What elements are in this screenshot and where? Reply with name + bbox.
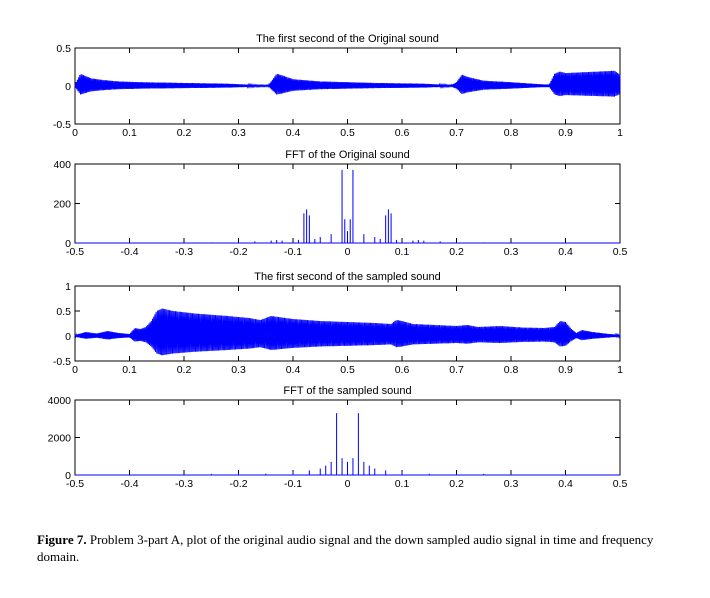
panel-3: The first second of the sampled sound 0 0.… [53, 271, 623, 376]
x-tick-label: -0.5 [66, 478, 84, 490]
panel-2: FFT of the Original sound -0.5 -0.4 -0.3 -0.… [53, 149, 627, 258]
x-tick-label: 0.9 [558, 127, 573, 139]
x-tick-label: 0.4 [286, 364, 301, 376]
x-tick-label: 0.1 [122, 127, 137, 139]
x-tick-label: 0.7 [449, 127, 464, 139]
x-tick-label: 1 [617, 364, 623, 376]
signal-trace [75, 413, 620, 476]
x-tick-label: 0.3 [504, 478, 519, 490]
x-tick-label: -0.2 [229, 246, 247, 258]
x-tick-label: -0.4 [120, 246, 138, 258]
x-tick-label: 0.3 [504, 246, 519, 258]
x-tick-label: -0.1 [284, 478, 302, 490]
x-tick-label: 0.8 [504, 127, 519, 139]
y-tick-label: 0 [65, 238, 71, 250]
signal-trace [74, 308, 621, 356]
x-tick-label: 0.3 [231, 364, 246, 376]
y-tick-label: 200 [53, 199, 71, 211]
panel-title: FFT of the sampled sound [283, 385, 411, 397]
panel-4: FFT of the sampled sound -0.5 -0.4 -0.3 -0.2… [48, 385, 628, 490]
x-tick-label: 0.6 [395, 127, 410, 139]
y-tick-label: -0.5 [53, 119, 71, 131]
y-tick-label: 400 [53, 159, 71, 171]
x-tick-label: 0.1 [395, 478, 410, 490]
y-tick-label: 0.5 [56, 43, 71, 55]
x-tick-label: 0.8 [504, 364, 519, 376]
x-tick-label: -0.3 [175, 246, 193, 258]
x-tick-label: 0.5 [613, 478, 628, 490]
x-tick-label: 0.4 [286, 127, 301, 139]
caption-label: Figure 7. [37, 532, 87, 547]
x-tick-label: 0 [345, 246, 351, 258]
y-tick-label: 0 [65, 331, 71, 343]
signal-trace [74, 70, 621, 97]
x-tick-label: -0.2 [229, 478, 247, 490]
x-tick-label: 0.9 [558, 364, 573, 376]
y-tick-label: -0.5 [53, 356, 71, 368]
panel-title: FFT of the Original sound [285, 149, 410, 161]
x-tick-label: 0.3 [231, 127, 246, 139]
x-tick-label: 0.2 [177, 364, 192, 376]
x-tick-label: 0.5 [340, 127, 355, 139]
y-tick-label: 0 [65, 470, 71, 482]
x-tick-label: 0.1 [395, 246, 410, 258]
y-tick-label: 0 [65, 81, 71, 93]
y-tick-label: 2000 [48, 433, 72, 445]
x-tick-label: 0.6 [395, 364, 410, 376]
y-tick-label: 0.5 [56, 306, 71, 318]
x-tick-label: 0.1 [122, 364, 137, 376]
x-tick-label: 0.7 [449, 364, 464, 376]
x-tick-label: 0 [72, 127, 78, 139]
x-tick-label: 0 [345, 478, 351, 490]
figure-caption: Figure 7. Problem 3-part A, plot of the … [37, 531, 677, 565]
x-tick-label: -0.3 [175, 478, 193, 490]
x-tick-label: -0.4 [120, 478, 138, 490]
panel-title: The first second of the sampled sound [254, 271, 441, 283]
x-tick-label: 0.4 [558, 246, 573, 258]
x-tick-label: 0.2 [177, 127, 192, 139]
figure-panels: The first second of the Original sound 0 0… [48, 33, 628, 490]
x-tick-label: -0.1 [284, 246, 302, 258]
x-tick-label: 1 [617, 127, 623, 139]
y-tick-label: 4000 [48, 395, 72, 407]
x-tick-label: 0.4 [558, 478, 573, 490]
x-tick-label: -0.5 [66, 246, 84, 258]
x-tick-label: 0.5 [613, 246, 628, 258]
x-tick-label: 0.5 [340, 364, 355, 376]
panel-title: The first second of the Original sound [256, 33, 439, 45]
x-tick-label: 0.2 [449, 478, 464, 490]
caption-text: Problem 3-part A, plot of the original a… [37, 532, 654, 564]
y-tick-label: 1 [65, 281, 71, 293]
x-tick-label: 0.2 [449, 246, 464, 258]
signal-trace [75, 169, 620, 244]
panel-1: The first second of the Original sound 0 0… [53, 33, 623, 139]
x-tick-label: 0 [72, 364, 78, 376]
